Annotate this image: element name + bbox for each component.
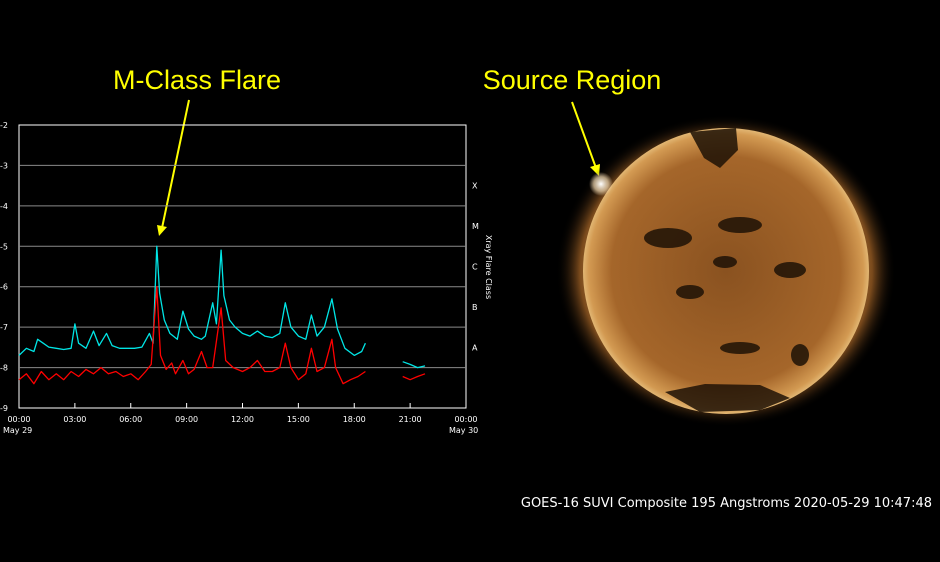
coronal-holes	[644, 128, 809, 412]
region-annotation-arrow-line	[571, 101, 597, 169]
short-channel-flux-line	[18, 286, 426, 385]
long-channel-flux-line	[18, 245, 426, 369]
flare-annotation-arrow-line	[161, 99, 190, 229]
region-annotation-label: Source Region	[483, 65, 662, 95]
x-date-label-end: May 30	[449, 426, 478, 435]
flare-class-label: C	[472, 263, 478, 272]
sun-disk	[583, 128, 869, 414]
solar-image	[556, 115, 896, 427]
x-tick-label: 00:00	[454, 415, 477, 424]
right-axis-label: Xray Flare Class	[484, 235, 493, 299]
grid-lines	[19, 164, 466, 369]
flare-class-label: X	[472, 182, 478, 191]
x-tick-label: 12:00	[231, 415, 254, 424]
source-region-bright-spot	[589, 172, 613, 196]
plot-frame	[18, 124, 467, 409]
y-tick-label: -7	[0, 323, 8, 332]
flare-class-label: B	[472, 303, 478, 312]
y-tick-label: -6	[0, 283, 8, 292]
y-tick-label: -5	[0, 242, 8, 251]
x-tick-label: 03:00	[63, 415, 86, 424]
x-tick-label: 18:00	[343, 415, 366, 424]
x-tick-label: 06:00	[119, 415, 142, 424]
x-tick-marks	[18, 403, 467, 408]
y-tick-label: -3	[0, 161, 8, 170]
flux-series	[18, 245, 426, 385]
x-tick-label: 00:00	[7, 415, 30, 424]
flare-annotation-arrowhead	[157, 225, 167, 236]
x-tick-label: 09:00	[175, 415, 198, 424]
x-tick-label: 21:00	[399, 415, 422, 424]
y-tick-label: -9	[0, 404, 8, 413]
flare-annotation-label: M-Class Flare	[113, 65, 281, 95]
image-caption: GOES-16 SUVI Composite 195 Angstroms 202…	[521, 496, 932, 511]
x-date-label-start: May 29	[3, 426, 32, 435]
y-tick-label: -2	[0, 121, 8, 130]
y-tick-label: -8	[0, 364, 8, 373]
x-tick-labels: 00:00 03:00 06:00 09:00 12:00 15:00 18:00 21:00…	[7, 415, 477, 424]
flare-class-label: M	[472, 222, 479, 231]
y-tick-labels: -2 -3 -4 -5 -6 -7 -8 -9	[0, 121, 8, 413]
flare-class-labels: X M C B A	[472, 182, 479, 353]
x-tick-label: 15:00	[287, 415, 310, 424]
flare-class-label: A	[472, 343, 478, 352]
xray-flux-chart: -2 -3 -4 -5 -6 -7 -8 -9 X M C B A 00:00 03:00 06:00 09…	[0, 121, 493, 435]
y-tick-label: -4	[0, 202, 8, 211]
